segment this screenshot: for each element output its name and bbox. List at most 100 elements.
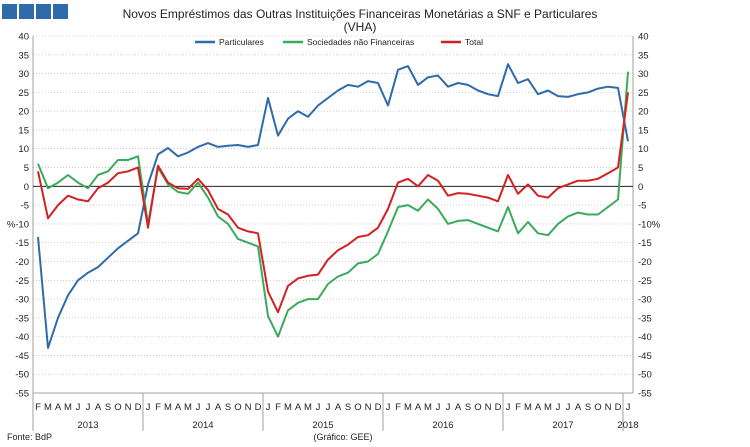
month-label: N	[485, 402, 492, 413]
y-tick-label: 0	[638, 182, 643, 193]
y-tick-label: 25	[18, 88, 29, 99]
legend-label: Particulares	[219, 37, 264, 47]
y-tick-label: -35	[638, 313, 652, 324]
month-label: J	[326, 402, 331, 413]
month-label: J	[556, 402, 561, 413]
header-square	[2, 4, 17, 19]
y-tick-label: -45	[15, 351, 29, 362]
y-axis-right: 40 35 30 25 20 15 10 5 0 -5 -10% -15 -20 -25 -30 -35 -40…	[638, 32, 661, 400]
y-axis-left: 40 35 30 25 20 15 10 5 0 -5 %-10 -15 -20 -25 -30 -35 -40…	[7, 32, 29, 400]
month-label: A	[415, 402, 422, 413]
month-label: J	[206, 402, 211, 413]
month-label: J	[266, 402, 271, 413]
month-label: J	[626, 402, 631, 413]
y-tick-label: -50	[638, 370, 652, 381]
y-tick-label: 20	[18, 107, 29, 118]
y-tick-label: -20	[638, 257, 652, 268]
y-tick-label: 40	[638, 32, 649, 43]
month-label: A	[95, 402, 102, 413]
y-tick-label: -55	[15, 389, 29, 400]
header-square	[36, 4, 51, 19]
month-label: A	[215, 402, 222, 413]
y-tick-label: -35	[15, 313, 29, 324]
year-label: 2016	[432, 420, 453, 431]
month-label: O	[474, 402, 481, 413]
month-label: F	[35, 402, 41, 413]
month-label: M	[524, 402, 532, 413]
month-label: O	[594, 402, 601, 413]
grid	[32, 35, 634, 394]
month-label: J	[316, 402, 321, 413]
y-tick-label: -40	[15, 332, 29, 343]
y-tick-label: 40	[18, 32, 29, 43]
y-tick-label: 0	[24, 182, 29, 193]
y-tick-label: 10	[638, 144, 649, 155]
y-tick-label: -15	[15, 238, 29, 249]
y-tick-label: -10%	[638, 219, 661, 230]
month-label: N	[605, 402, 612, 413]
header-square	[53, 4, 68, 19]
source-note: Fonte: BdP	[7, 432, 52, 442]
month-label: O	[234, 402, 241, 413]
y-tick-label: -55	[638, 389, 652, 400]
chart-credit: (Gráfico: GEE)	[313, 432, 372, 442]
month-label: A	[535, 402, 542, 413]
month-label: M	[404, 402, 412, 413]
y-tick-label: -40	[638, 332, 652, 343]
y-tick-label: -45	[638, 351, 652, 362]
month-label: N	[365, 402, 372, 413]
month-label: J	[386, 402, 391, 413]
month-label: J	[86, 402, 91, 413]
month-label: S	[225, 402, 231, 413]
month-label: O	[114, 402, 121, 413]
month-label: S	[105, 402, 111, 413]
y-tick-label: -5	[638, 201, 646, 212]
month-label: F	[395, 402, 401, 413]
y-tick-label: -15	[638, 238, 652, 249]
month-label: N	[125, 402, 132, 413]
month-label: F	[275, 402, 281, 413]
month-label: D	[375, 402, 382, 413]
y-tick-label: %-10	[7, 219, 29, 230]
month-label: F	[155, 402, 161, 413]
month-label: M	[424, 402, 432, 413]
y-tick-label: 35	[18, 50, 29, 61]
month-label: M	[164, 402, 172, 413]
y-tick-label: 5	[638, 163, 643, 174]
month-label: F	[515, 402, 521, 413]
month-label: A	[455, 402, 462, 413]
month-label: A	[175, 402, 182, 413]
month-label: J	[446, 402, 451, 413]
chart-title: Novos Empréstimos das Outras Instituiçõe…	[123, 7, 598, 21]
y-tick-label: -25	[15, 276, 29, 287]
month-label: S	[345, 402, 351, 413]
month-label: A	[335, 402, 342, 413]
y-tick-label: 30	[638, 69, 649, 80]
y-tick-label: 35	[638, 50, 649, 61]
particulares-line	[37, 63, 629, 349]
month-label: M	[544, 402, 552, 413]
year-label: 2018	[617, 420, 638, 431]
y-tick-label: 10	[18, 144, 29, 155]
y-tick-label: 25	[638, 88, 649, 99]
y-tick-label: 5	[24, 163, 29, 174]
month-label: M	[64, 402, 72, 413]
month-label: D	[615, 402, 622, 413]
y-tick-label: 15	[638, 125, 649, 136]
month-label: J	[506, 402, 511, 413]
month-label: S	[585, 402, 591, 413]
month-label: J	[146, 402, 151, 413]
month-label: J	[196, 402, 201, 413]
y-tick-label: -30	[638, 295, 652, 306]
month-label: O	[354, 402, 361, 413]
month-label: N	[245, 402, 252, 413]
header-squares	[2, 4, 68, 19]
year-label: 2015	[312, 420, 333, 431]
legend-label: Total	[465, 37, 483, 47]
y-tick-label: -5	[21, 201, 29, 212]
year-label: 2014	[192, 420, 213, 431]
month-label: J	[566, 402, 571, 413]
month-label: M	[184, 402, 192, 413]
